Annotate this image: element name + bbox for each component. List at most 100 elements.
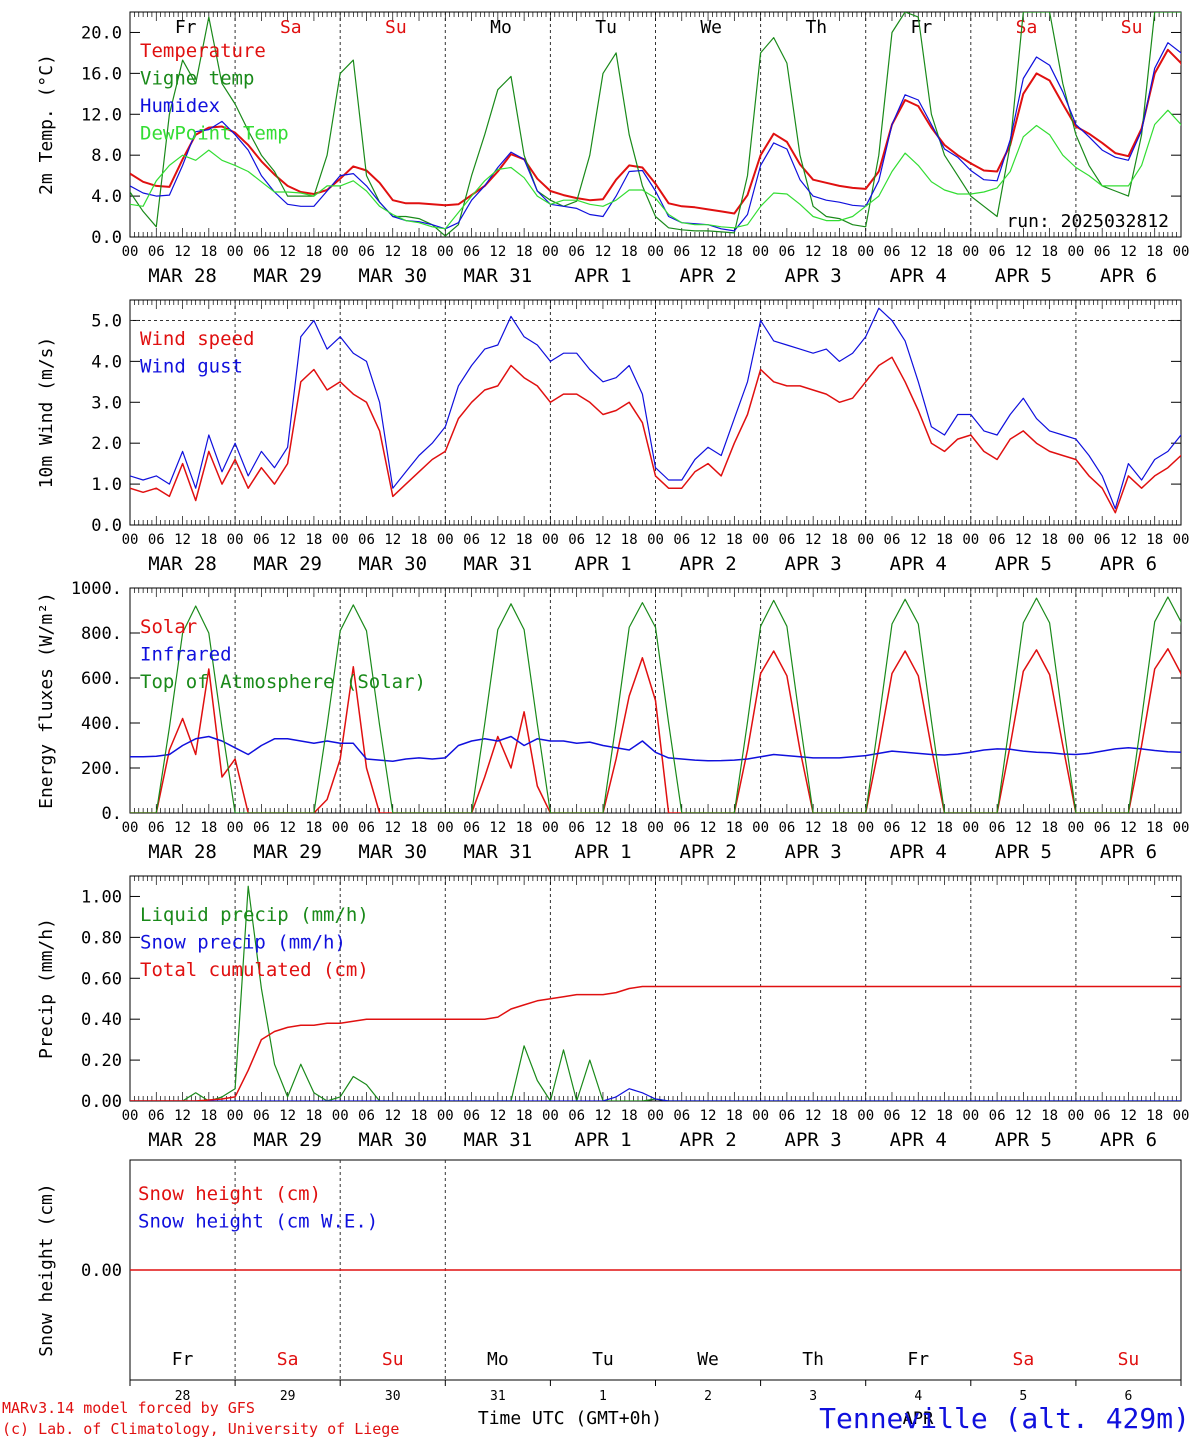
x-date-label: APR 1 <box>574 265 631 287</box>
x-hour-label: 12 <box>489 1108 506 1124</box>
x-hour-label: 00 <box>647 820 664 836</box>
x-hour-label: 00 <box>1067 1108 1084 1124</box>
legend-entry: Snow precip (mm/h) <box>140 932 346 954</box>
x-date-label: MAR 29 <box>253 265 322 287</box>
series-liquid-precip-mm-h--line <box>130 885 1181 1101</box>
x-hour-label: 18 <box>516 532 533 548</box>
x-hour-label: 06 <box>463 820 480 836</box>
x-date-label: MAR 31 <box>464 553 533 575</box>
x-date-label: APR 4 <box>890 841 947 863</box>
x-hour-label: 18 <box>516 244 533 260</box>
x-hour-label: 18 <box>305 820 322 836</box>
x-hour-label: 18 <box>305 1108 322 1124</box>
x-hour-label: 18 <box>831 1108 848 1124</box>
series-solar-line <box>130 648 1181 813</box>
x-hour-label: 18 <box>200 1108 217 1124</box>
weekday-label: Fr <box>172 1349 194 1370</box>
legend-entry: Infrared <box>140 644 232 666</box>
x-hour-label: 12 <box>910 532 927 548</box>
x-date-label: MAR 30 <box>358 265 427 287</box>
x-hour-label: 12 <box>1120 532 1137 548</box>
x-hour-label: 18 <box>200 820 217 836</box>
x-hour-label: 12 <box>279 1108 296 1124</box>
x-hour-label: 06 <box>358 244 375 260</box>
x-hour-label: 06 <box>463 1108 480 1124</box>
x-hour-label: 00 <box>857 244 874 260</box>
x-hour-label: 00 <box>857 532 874 548</box>
x-hour-label: 12 <box>174 244 191 260</box>
x-hour-label: 00 <box>542 1108 559 1124</box>
x-hour-label: 12 <box>384 532 401 548</box>
x-date-label: APR 6 <box>1100 841 1157 863</box>
series-dewpoint-temp-line <box>130 109 1181 230</box>
day-number-label: 3 <box>809 1389 817 1404</box>
x-hour-label: 18 <box>726 820 743 836</box>
x-date-label: APR 2 <box>679 553 736 575</box>
x-hour-label: 12 <box>1120 244 1137 260</box>
x-hour-label: 12 <box>1015 532 1032 548</box>
x-hour-label: 00 <box>542 532 559 548</box>
y-tick-label: 12.0 <box>81 105 122 125</box>
panel-3: 0. 200. 400. 600. 800. 1000. 00 06 12 18 00 06 12 18 0… <box>36 579 1190 863</box>
x-hour-label: 06 <box>1094 532 1111 548</box>
x-hour-label: 00 <box>1173 820 1190 836</box>
y-tick-label: 0.60 <box>81 969 122 989</box>
x-hour-label: 18 <box>936 1108 953 1124</box>
x-hour-label: 00 <box>647 532 664 548</box>
x-hour-label: 06 <box>253 532 270 548</box>
x-hour-label: 12 <box>700 244 717 260</box>
x-hour-label: 00 <box>542 244 559 260</box>
x-hour-label: 06 <box>989 820 1006 836</box>
y-tick-label: 0.0 <box>91 516 122 536</box>
x-hour-label: 00 <box>437 820 454 836</box>
series-group <box>130 307 1181 514</box>
x-hour-label: 12 <box>174 532 191 548</box>
legend-entry: Humidex <box>140 95 220 117</box>
y-tick-label: 0.80 <box>81 928 122 948</box>
x-hour-label: 06 <box>1094 1108 1111 1124</box>
weekday-label: Th <box>805 17 827 38</box>
x-hour-label: 06 <box>253 244 270 260</box>
x-hour-label: 00 <box>962 532 979 548</box>
x-hour-label: 18 <box>411 244 428 260</box>
x-hour-label: 00 <box>332 532 349 548</box>
x-hour-label: 00 <box>227 244 244 260</box>
x-hour-label: 12 <box>384 1108 401 1124</box>
x-hour-label: 00 <box>122 244 139 260</box>
y-axis-title: Energy fluxes (W/m²) <box>36 592 57 809</box>
x-hour-label: 00 <box>962 820 979 836</box>
x-hour-label: 06 <box>253 820 270 836</box>
x-hour-label: 18 <box>1041 532 1058 548</box>
x-hour-label: 12 <box>700 532 717 548</box>
x-hour-label: 06 <box>673 820 690 836</box>
x-date-label: APR 2 <box>679 265 736 287</box>
x-hour-label: 12 <box>1015 820 1032 836</box>
x-hour-label: 18 <box>1041 820 1058 836</box>
x-hour-label: 06 <box>568 532 585 548</box>
x-hour-label: 12 <box>805 1108 822 1124</box>
x-date-label: MAR 31 <box>464 1129 533 1151</box>
x-date-label: APR 4 <box>890 265 947 287</box>
weekday-label: We <box>700 17 722 38</box>
x-hour-label: 00 <box>857 1108 874 1124</box>
x-hour-label: 06 <box>778 820 795 836</box>
series-infrared-line <box>130 735 1181 763</box>
x-hour-label: 18 <box>726 244 743 260</box>
station-name: Tenneville (alt. 429m) <box>819 1402 1190 1435</box>
x-date-label: APR 4 <box>890 553 947 575</box>
x-hour-label: 12 <box>489 244 506 260</box>
x-hour-label: 00 <box>122 532 139 548</box>
x-hour-label: 12 <box>279 244 296 260</box>
y-tick-label: 3.0 <box>91 393 122 413</box>
day-number-label: 5 <box>1019 1389 1027 1404</box>
plot-frame <box>129 299 1182 526</box>
x-hour-label: 00 <box>752 244 769 260</box>
x-hour-label: 18 <box>621 532 638 548</box>
series-vigne-temp-line <box>130 12 1181 237</box>
x-date-label: MAR 28 <box>148 265 217 287</box>
x-hour-label: 18 <box>305 532 322 548</box>
y-axis-title: 2m Temp. (°C) <box>36 54 57 195</box>
x-date-label: APR 6 <box>1100 1129 1157 1151</box>
x-hour-label: 00 <box>1067 820 1084 836</box>
